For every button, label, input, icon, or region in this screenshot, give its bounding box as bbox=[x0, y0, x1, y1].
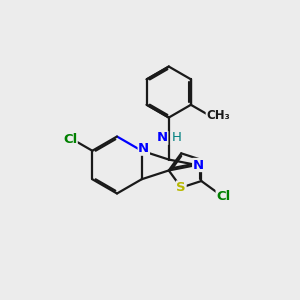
Text: CH₃: CH₃ bbox=[206, 109, 230, 122]
Text: Cl: Cl bbox=[63, 134, 77, 146]
Text: N: N bbox=[138, 142, 149, 155]
Text: Cl: Cl bbox=[216, 190, 230, 202]
Text: S: S bbox=[176, 181, 186, 194]
Text: N: N bbox=[157, 131, 168, 145]
Text: N: N bbox=[193, 158, 204, 172]
Text: H: H bbox=[171, 131, 181, 145]
